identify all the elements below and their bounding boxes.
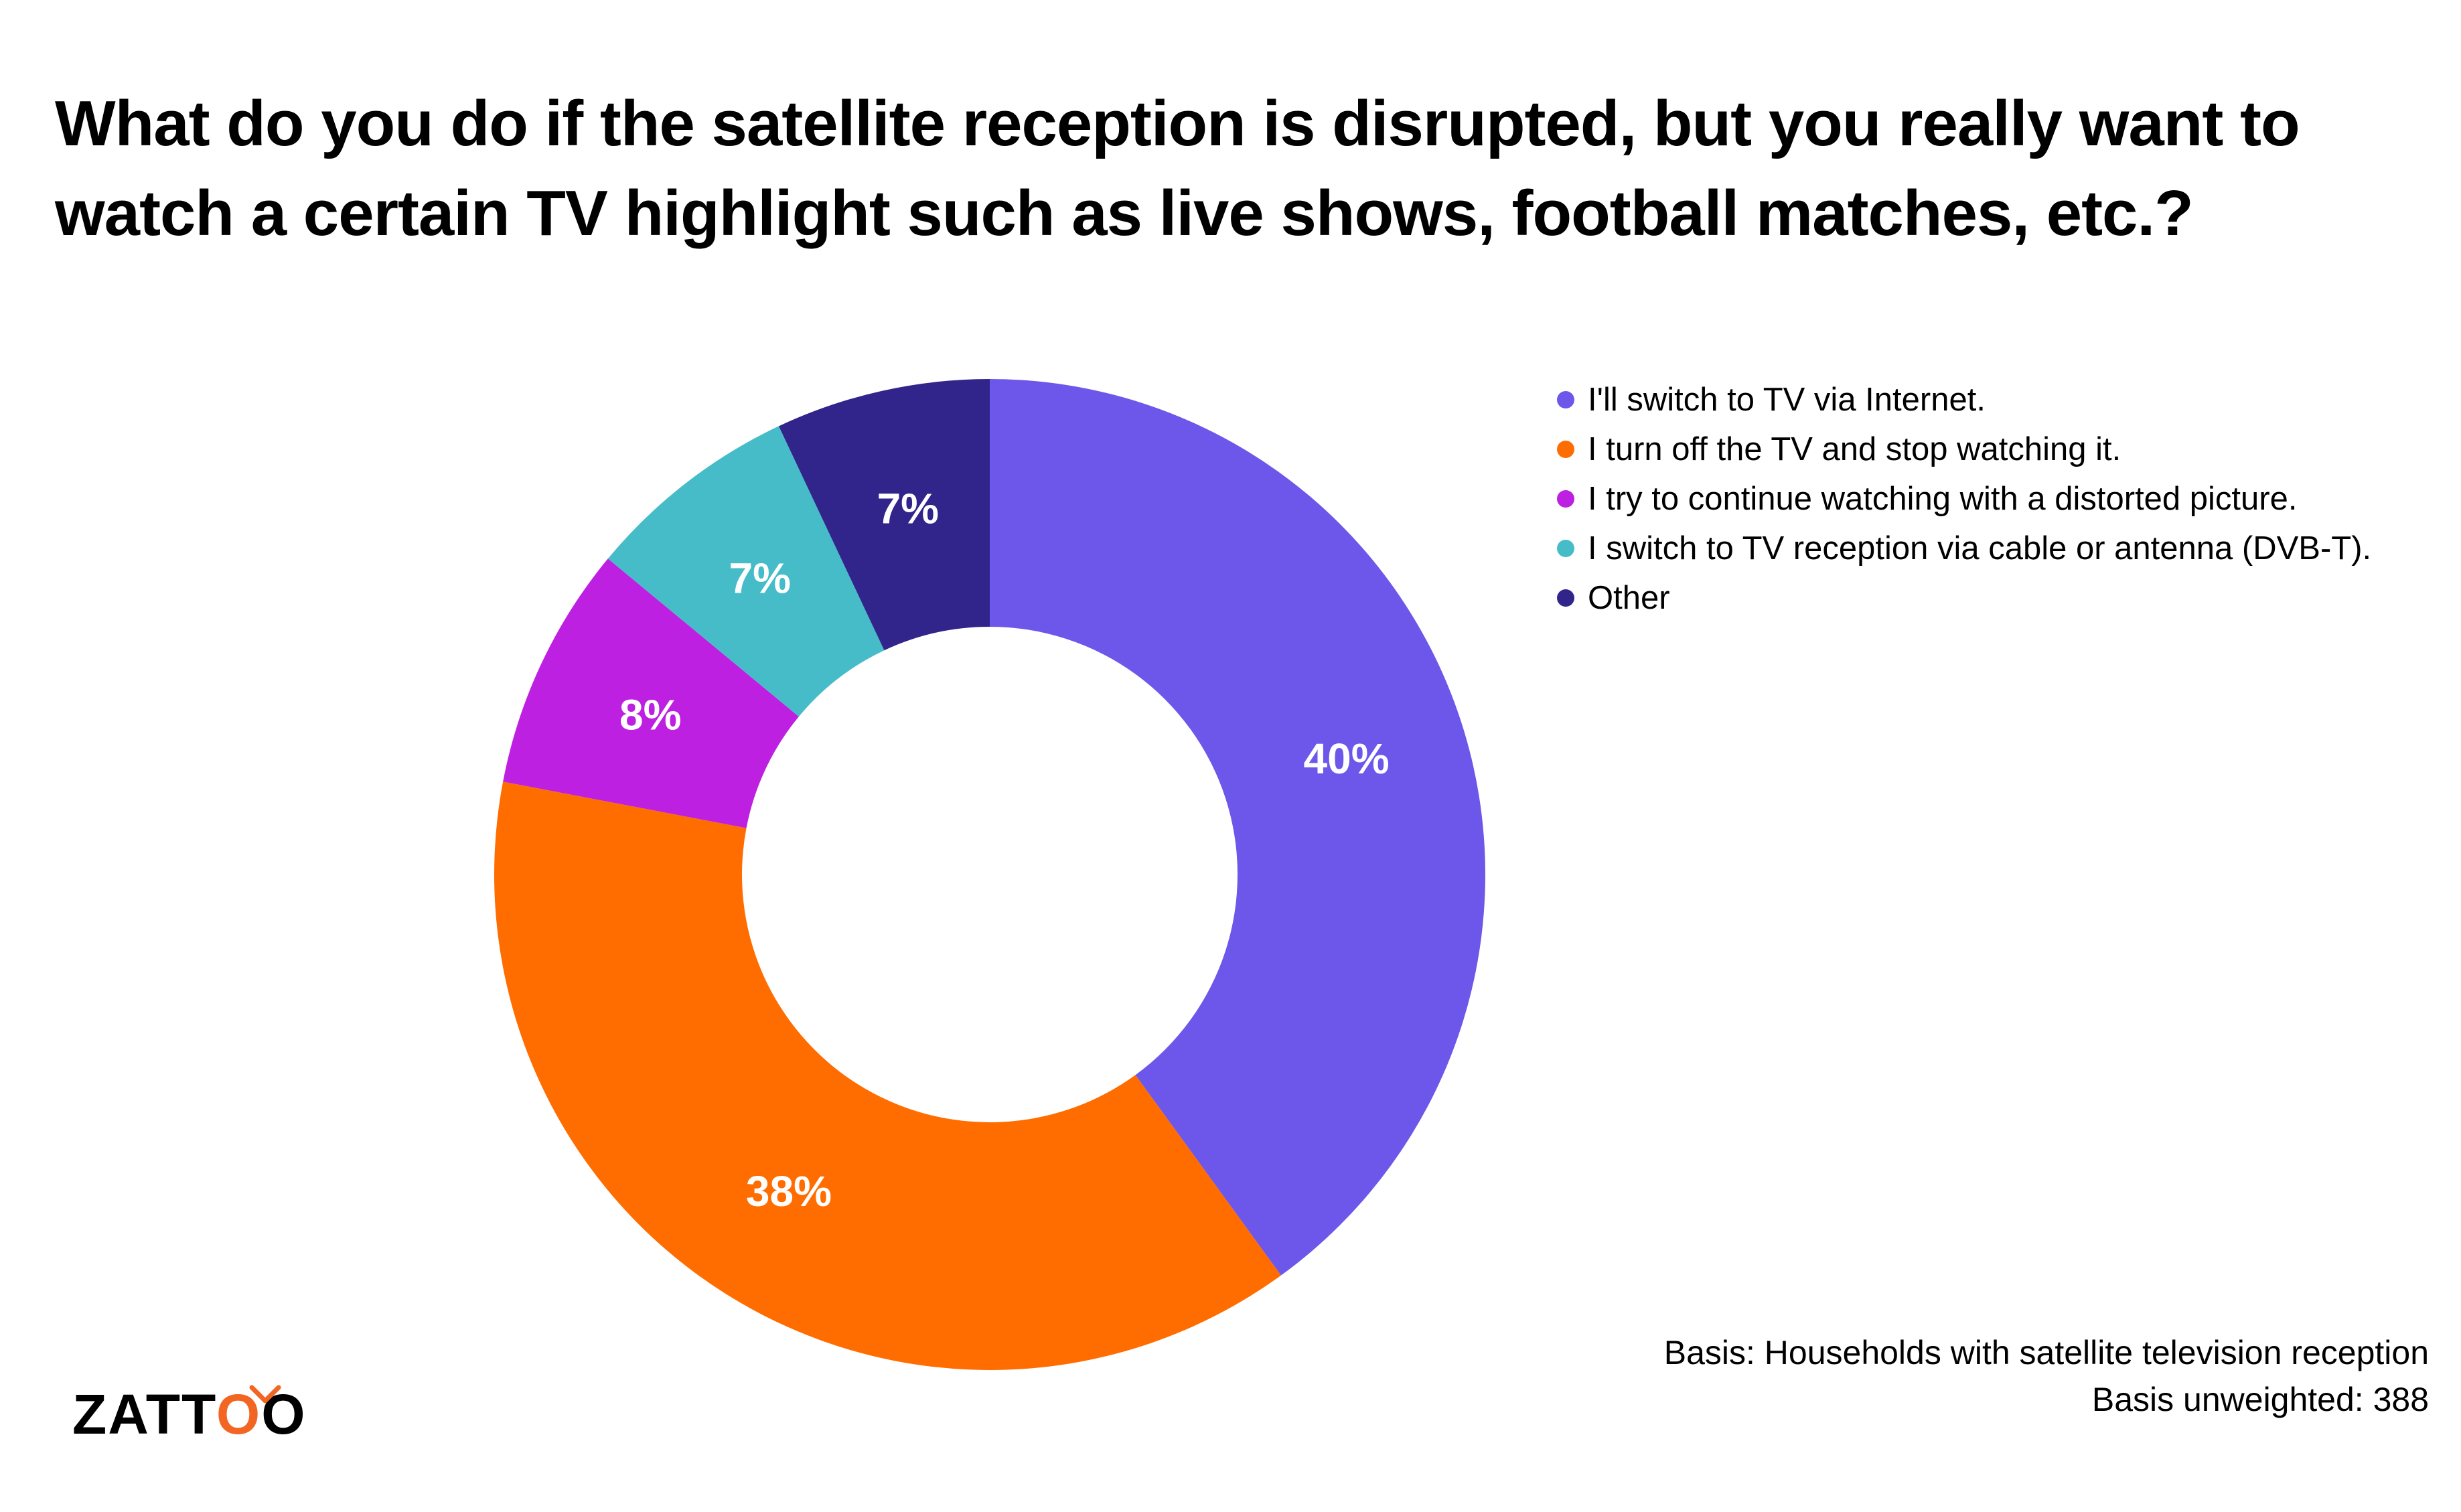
- chart-legend: I'll switch to TV via Internet. I turn of…: [1557, 375, 2371, 623]
- legend-item-3: I try to continue watching with a distor…: [1557, 474, 2371, 524]
- legend-swatch-2: [1557, 441, 1574, 458]
- legend-label-3: I try to continue watching with a distor…: [1588, 481, 2298, 517]
- donut-slice-1: [990, 379, 1485, 1276]
- slice-label-4: 7%: [729, 554, 792, 603]
- legend-label-2: I turn off the TV and stop watching it.: [1588, 431, 2121, 467]
- legend-item-5: Other: [1557, 573, 2371, 623]
- donut-slice-4: [607, 426, 885, 717]
- slice-label-5: 7%: [877, 484, 940, 532]
- legend-item-2: I turn off the TV and stop watching it.: [1557, 425, 2371, 474]
- donut-slice-3: [503, 558, 799, 828]
- logo-text-prefix: ZATT: [72, 1383, 216, 1446]
- legend-swatch-5: [1557, 589, 1574, 607]
- legend-label-1: I'll switch to TV via Internet.: [1588, 382, 1986, 418]
- donut-slice-labels: 40% 38% 8% 7% 7%: [619, 484, 1390, 1215]
- donut-slice-5: [778, 379, 990, 651]
- donut-slices: [494, 379, 1485, 1370]
- legend-swatch-1: [1557, 391, 1574, 408]
- chart-title: What do you do if the satellite receptio…: [55, 88, 2300, 249]
- donut-slice-2: [494, 781, 1281, 1370]
- basis-line-1: Basis: Households with satellite televis…: [1663, 1334, 2429, 1371]
- logo-o-first: O: [216, 1383, 262, 1446]
- legend-label-4: I switch to TV reception via cable or an…: [1588, 530, 2372, 566]
- logo-o-second: O: [261, 1383, 307, 1446]
- zattoo-logo-text: ZATTOO: [72, 1382, 307, 1447]
- basis-note: Basis: Households with satellite televis…: [1664, 1329, 2429, 1423]
- zattoo-logo: ZATTOO: [72, 1367, 354, 1461]
- legend-item-1: I'll switch to TV via Internet.: [1557, 375, 2371, 425]
- legend-swatch-3: [1557, 490, 1574, 508]
- basis-line-2: Basis unweighted: 388: [2091, 1381, 2429, 1418]
- legend-item-4: I switch to TV reception via cable or an…: [1557, 524, 2371, 573]
- slice-label-1: 40%: [1304, 735, 1390, 783]
- legend-label-5: Other: [1588, 580, 1670, 616]
- slice-label-2: 38%: [746, 1167, 832, 1215]
- tv-antenna-icon: [249, 1385, 281, 1404]
- legend-swatch-4: [1557, 540, 1574, 557]
- slice-label-3: 8%: [619, 691, 682, 739]
